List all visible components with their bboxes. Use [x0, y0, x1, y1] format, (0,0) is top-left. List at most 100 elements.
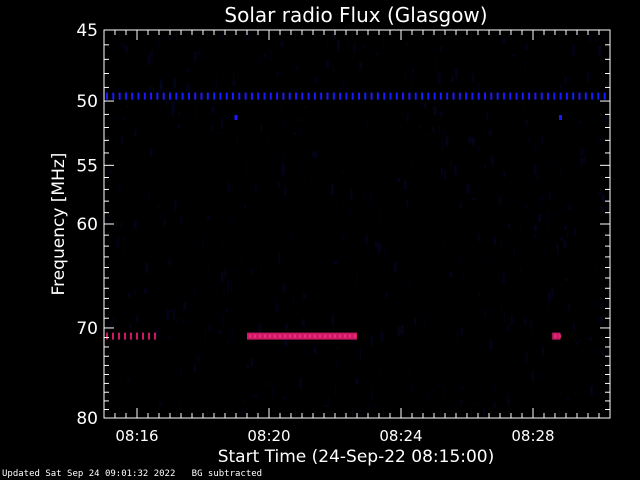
line-segment — [370, 92, 373, 100]
noise-mark — [168, 37, 172, 40]
noise-mark — [459, 203, 463, 209]
line-highlight — [254, 334, 256, 338]
line-segment — [156, 92, 159, 100]
noise-mark — [277, 182, 280, 188]
noise-mark — [341, 80, 343, 91]
line-segment — [142, 332, 144, 340]
noise-mark — [472, 197, 476, 201]
noise-mark — [551, 288, 554, 298]
noise-mark — [595, 33, 597, 42]
noise-mark — [564, 225, 568, 230]
noise-mark — [301, 165, 303, 172]
noise-mark — [488, 129, 492, 136]
line-segment — [395, 92, 398, 100]
noise-mark — [366, 117, 368, 128]
noise-mark — [563, 240, 567, 249]
noise-mark — [513, 246, 515, 257]
noise-mark — [173, 308, 176, 320]
noise-mark — [188, 32, 191, 35]
noise-mark — [122, 243, 124, 252]
noise-mark — [151, 50, 154, 59]
noise-mark — [236, 135, 238, 147]
noise-mark — [503, 312, 505, 321]
noise-mark — [133, 219, 137, 229]
noise-mark — [466, 183, 470, 193]
noise-mark — [578, 272, 580, 275]
noise-mark — [160, 214, 163, 217]
line-segment — [446, 92, 449, 100]
noise-mark — [335, 386, 337, 395]
noise-mark — [528, 138, 530, 144]
noise-mark — [367, 403, 369, 407]
noise-mark — [432, 125, 435, 133]
line-highlight — [329, 334, 331, 338]
line-highlight — [354, 334, 356, 338]
y-tick-label: 55 — [76, 156, 98, 176]
noise-mark — [276, 298, 278, 309]
line-segment — [339, 92, 342, 100]
noise-mark — [193, 226, 195, 229]
noise-mark — [501, 302, 503, 310]
noise-mark — [370, 193, 372, 204]
noise-mark — [588, 34, 591, 42]
noise-mark — [600, 302, 604, 308]
line-highlight — [559, 334, 562, 338]
noise-mark — [330, 410, 332, 419]
noise-mark — [173, 77, 177, 88]
noise-mark — [260, 267, 262, 276]
noise-mark — [485, 281, 487, 286]
noise-mark — [241, 257, 243, 262]
noise-mark — [525, 43, 528, 51]
noise-mark — [377, 243, 381, 253]
noise-mark — [534, 224, 538, 231]
line-highlight — [249, 334, 251, 338]
noise-mark — [197, 51, 201, 55]
line-segment — [509, 92, 512, 100]
noise-mark — [256, 218, 258, 221]
noise-mark — [180, 214, 183, 222]
noise-mark — [439, 111, 443, 117]
noise-mark — [356, 273, 358, 285]
noise-mark — [523, 101, 525, 111]
noise-mark — [477, 315, 479, 319]
noise-mark — [468, 136, 472, 143]
line-highlight — [289, 334, 291, 338]
y-axis: 45 50 55 60 70 80 — [76, 21, 610, 429]
noise-mark — [587, 72, 590, 83]
noise-mark — [494, 235, 496, 240]
noise-mark — [406, 199, 409, 207]
line-segment — [247, 332, 357, 340]
noise-mark — [148, 191, 150, 199]
noise-mark — [222, 314, 224, 326]
noise-mark — [459, 37, 461, 41]
noise-mark — [311, 179, 313, 182]
noise-mark — [533, 164, 537, 175]
noise-mark — [403, 180, 407, 190]
y-axis-label: Frequency [MHz] — [49, 153, 69, 296]
noise-mark — [252, 394, 256, 397]
noise-mark — [484, 308, 487, 317]
noise-mark — [313, 347, 317, 354]
noise-mark — [315, 150, 318, 158]
noise-mark — [411, 384, 413, 393]
noise-mark — [507, 222, 510, 229]
noise-mark — [300, 118, 303, 122]
noise-mark — [588, 337, 592, 342]
line-segment — [106, 332, 108, 340]
noise-mark — [264, 183, 266, 186]
noise-mark — [370, 335, 373, 347]
line-segment — [232, 92, 234, 100]
noise-mark — [531, 371, 535, 381]
noise-mark — [411, 67, 414, 75]
noise-mark — [411, 77, 413, 84]
line-segment — [521, 92, 524, 100]
line-segment — [213, 92, 216, 100]
noise-mark — [144, 288, 148, 294]
noise-mark — [284, 323, 288, 330]
noise-mark — [326, 60, 330, 68]
noise-mark — [200, 279, 202, 283]
noise-mark — [283, 119, 285, 129]
noise-mark — [233, 69, 235, 79]
noise-mark — [378, 371, 380, 378]
noise-mark — [454, 68, 458, 79]
